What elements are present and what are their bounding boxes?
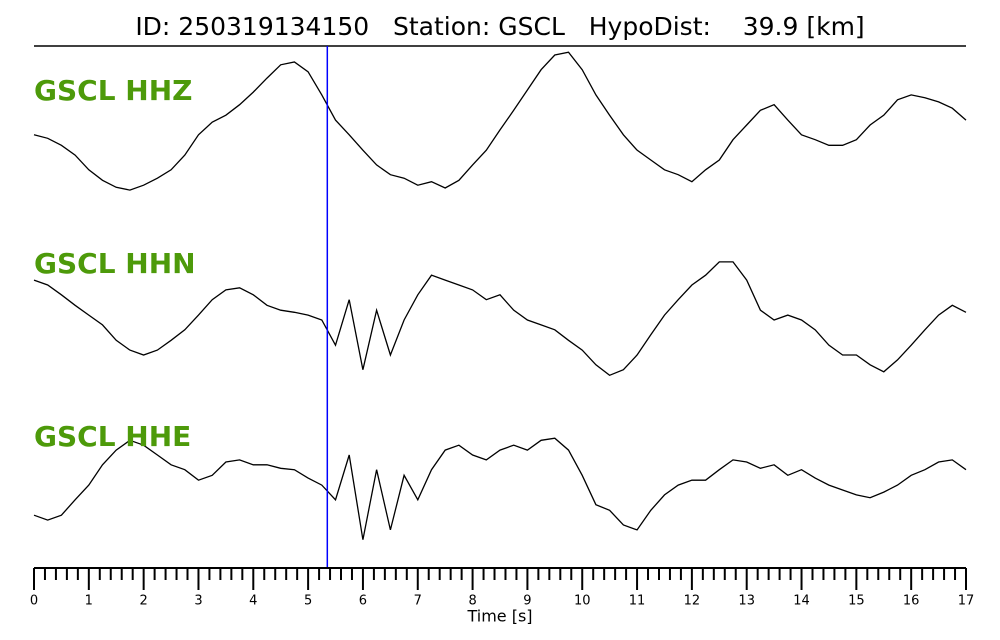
- trace: [33, 437, 967, 540]
- trace-label: GSCL HHE: [34, 420, 191, 453]
- x-tick-label: 6: [359, 594, 367, 609]
- x-axis-label: Time [s]: [466, 607, 532, 626]
- x-tick-label: 0: [30, 594, 38, 609]
- x-tick-label: 9: [523, 594, 531, 609]
- x-tick-label: 4: [249, 594, 257, 609]
- x-tick-label: 7: [414, 594, 422, 609]
- x-tick-label: 1: [85, 594, 93, 609]
- x-tick-label: 12: [684, 594, 701, 609]
- x-tick-label: 14: [793, 594, 810, 609]
- x-tick-label: 15: [848, 594, 865, 609]
- x-tick-label: 8: [468, 594, 476, 609]
- x-tick-label: 5: [304, 594, 312, 609]
- trace: [33, 261, 967, 377]
- trace: [33, 51, 967, 191]
- x-tick-label: 2: [140, 594, 148, 609]
- x-tick-label: 10: [574, 594, 591, 609]
- x-tick-label: 16: [903, 594, 920, 609]
- x-tick-label: 11: [629, 594, 646, 609]
- chart-title: ID: 250319134150 Station: GSCL HypoDist:…: [135, 12, 864, 41]
- x-tick-label: 17: [958, 594, 975, 609]
- x-tick-label: 13: [738, 594, 755, 609]
- trace-label: GSCL HHN: [34, 247, 196, 280]
- trace-label: GSCL HHZ: [34, 74, 192, 107]
- x-tick-label: 3: [194, 594, 202, 609]
